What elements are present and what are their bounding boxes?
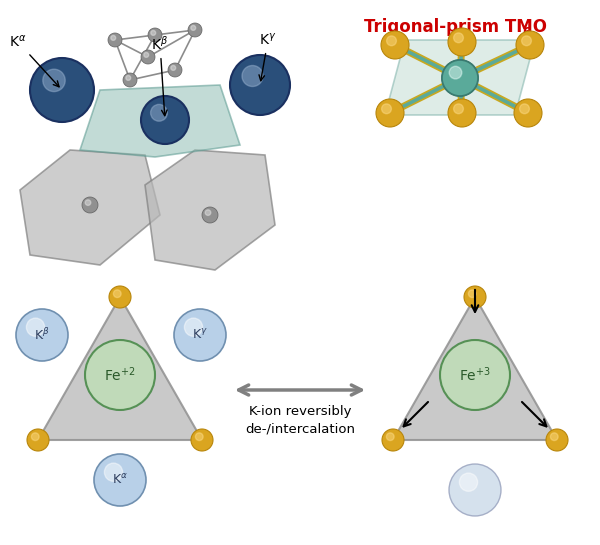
Circle shape — [27, 429, 49, 451]
Circle shape — [126, 75, 131, 80]
Circle shape — [550, 433, 558, 440]
Text: K$^\gamma$: K$^\gamma$ — [192, 328, 208, 342]
Circle shape — [30, 58, 94, 122]
Circle shape — [386, 433, 394, 440]
Circle shape — [469, 290, 476, 298]
Circle shape — [174, 309, 226, 361]
Circle shape — [171, 65, 176, 70]
Circle shape — [449, 464, 501, 516]
Circle shape — [454, 104, 463, 114]
Circle shape — [514, 99, 542, 127]
Circle shape — [144, 52, 149, 57]
Circle shape — [202, 207, 218, 223]
Circle shape — [123, 73, 137, 87]
Circle shape — [141, 50, 155, 64]
Polygon shape — [38, 297, 202, 440]
Circle shape — [440, 340, 510, 410]
Circle shape — [205, 210, 211, 215]
Text: de-/intercalation: de-/intercalation — [245, 423, 355, 436]
Circle shape — [454, 33, 463, 43]
Circle shape — [168, 63, 182, 77]
Circle shape — [382, 429, 404, 451]
Polygon shape — [385, 40, 535, 115]
Circle shape — [382, 104, 391, 114]
Circle shape — [82, 197, 98, 213]
Circle shape — [151, 105, 167, 121]
Circle shape — [188, 23, 202, 37]
Circle shape — [381, 31, 409, 59]
Circle shape — [184, 318, 203, 336]
Circle shape — [448, 28, 476, 56]
Circle shape — [109, 286, 131, 308]
Circle shape — [26, 318, 44, 336]
Circle shape — [151, 31, 156, 35]
Circle shape — [546, 429, 568, 451]
Circle shape — [449, 66, 462, 79]
Circle shape — [104, 463, 122, 481]
Circle shape — [242, 65, 263, 87]
Text: K$^\alpha$: K$^\alpha$ — [9, 34, 59, 87]
Text: K-ion reversibly: K-ion reversibly — [249, 405, 351, 418]
Polygon shape — [80, 85, 240, 157]
Circle shape — [31, 433, 39, 440]
Circle shape — [230, 55, 290, 115]
Circle shape — [94, 454, 146, 506]
Polygon shape — [393, 297, 557, 440]
Text: K$^\beta$: K$^\beta$ — [151, 35, 169, 116]
Circle shape — [151, 108, 169, 126]
Text: Fe$^{+3}$: Fe$^{+3}$ — [459, 366, 491, 384]
Circle shape — [442, 60, 478, 96]
Circle shape — [155, 111, 161, 118]
Circle shape — [148, 28, 162, 42]
Circle shape — [191, 429, 213, 451]
Circle shape — [85, 200, 91, 205]
Circle shape — [448, 99, 476, 127]
Circle shape — [113, 290, 121, 298]
Polygon shape — [20, 150, 160, 265]
Circle shape — [141, 96, 189, 144]
Circle shape — [521, 36, 532, 46]
Circle shape — [196, 433, 203, 440]
Circle shape — [449, 66, 462, 79]
Text: K$^\gamma$: K$^\gamma$ — [259, 32, 277, 81]
Circle shape — [108, 33, 122, 47]
Circle shape — [111, 35, 116, 40]
Text: K$^\beta$: K$^\beta$ — [34, 327, 50, 343]
Circle shape — [386, 36, 397, 46]
Circle shape — [43, 69, 65, 92]
Circle shape — [460, 473, 478, 491]
Circle shape — [16, 309, 68, 361]
Circle shape — [442, 60, 478, 96]
Text: 6: 6 — [523, 27, 532, 39]
Circle shape — [191, 26, 196, 31]
Circle shape — [516, 31, 544, 59]
Text: Trigonal-prism TMO: Trigonal-prism TMO — [364, 18, 547, 36]
Circle shape — [85, 340, 155, 410]
Circle shape — [520, 104, 529, 114]
Polygon shape — [145, 150, 275, 270]
Text: K$^\alpha$: K$^\alpha$ — [112, 473, 128, 487]
Circle shape — [376, 99, 404, 127]
Circle shape — [464, 286, 486, 308]
Text: Fe$^{+2}$: Fe$^{+2}$ — [104, 366, 136, 384]
